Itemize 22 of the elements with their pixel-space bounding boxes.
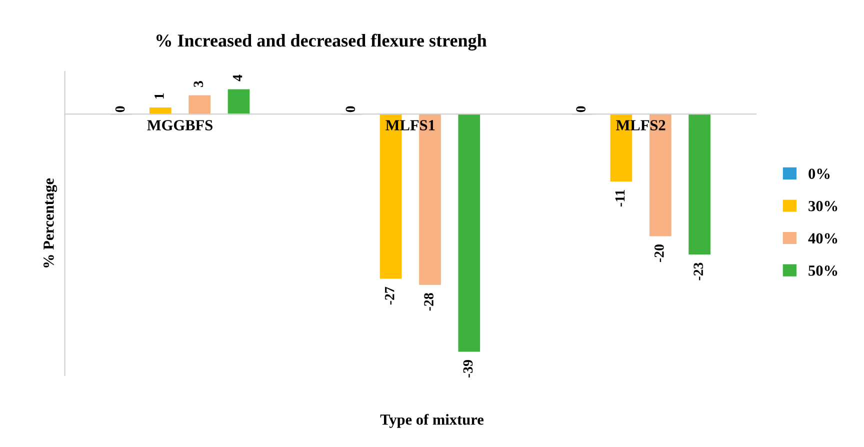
data-label: 0	[576, 106, 586, 112]
data-label: 0	[115, 106, 125, 112]
data-label: 0	[346, 106, 356, 112]
x-tick-label: MLFS2	[616, 120, 666, 130]
data-label: -20	[654, 244, 664, 262]
legend-label: 50%	[808, 265, 838, 276]
y-axis-title: % Percentage	[44, 178, 58, 268]
legend-label: 30%	[808, 200, 838, 212]
chart-title: % Increased and decreased flexure strengh	[156, 34, 487, 51]
x-tick-label: MLFS1	[386, 120, 435, 130]
x-tick-label: MGGBFS	[147, 120, 212, 130]
data-label: -39	[463, 360, 473, 378]
data-label: -11	[615, 190, 625, 207]
data-label: -23	[694, 262, 704, 280]
x-axis-title: Type of mixture	[380, 414, 484, 428]
data-label: 4	[232, 74, 242, 82]
legend-label: 0%	[808, 168, 830, 179]
legend-label: 40%	[808, 233, 838, 244]
data-label: 1	[154, 93, 164, 99]
data-label: 3	[194, 81, 204, 87]
data-label: -28	[424, 293, 434, 311]
data-label: -27	[384, 286, 394, 305]
